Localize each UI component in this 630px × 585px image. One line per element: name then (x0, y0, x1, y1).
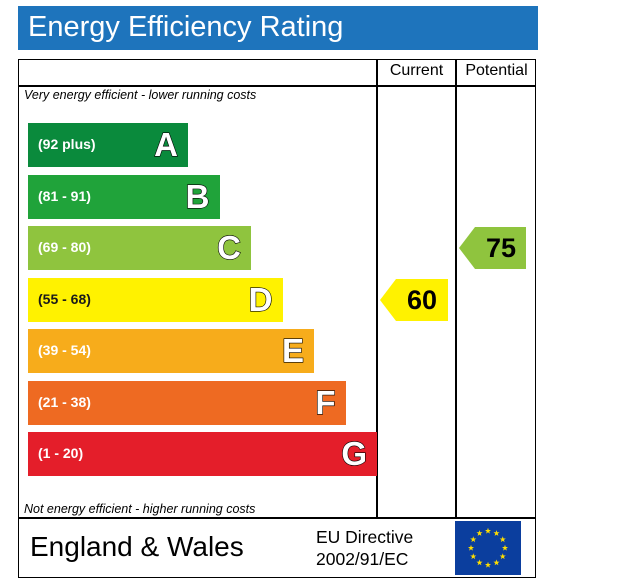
band-letter: C (217, 228, 242, 266)
header-divider (18, 85, 536, 87)
star-icon (467, 544, 475, 551)
band-b: (81 - 91) B (28, 174, 220, 219)
band-g: (1 - 20) G (28, 432, 377, 476)
potential-column-header: Potential (465, 62, 528, 79)
potential-rating-value: 75 (485, 233, 517, 263)
footer-directive: EU Directive 2002/91/EC (316, 526, 413, 570)
footer-divider (18, 517, 536, 519)
band-range: (21 - 38) (38, 393, 91, 410)
divider-current (376, 59, 378, 518)
top-note: Very energy efficient - lower running co… (24, 88, 257, 102)
current-arrow-shape (380, 278, 448, 321)
band-e: (39 - 54) E (28, 329, 314, 373)
band-range: (81 - 91) (38, 187, 91, 204)
star-icon (493, 530, 500, 536)
band-letter: A (154, 125, 179, 163)
page-title: Energy Efficiency Rating (28, 11, 344, 43)
band-range: (55 - 68) (38, 290, 91, 307)
band-letter: D (248, 280, 273, 318)
footer-region: England & Wales (30, 531, 244, 562)
star-icon (476, 559, 483, 566)
divider-potential (455, 59, 457, 518)
band-a: (92 plus) A (28, 123, 188, 167)
star-icon (484, 561, 492, 568)
eu-flag-icon (455, 521, 521, 575)
potential-rating-arrow: 75 (459, 227, 526, 269)
directive-line-1: EU Directive (316, 527, 414, 547)
band-range: (39 - 54) (38, 342, 91, 358)
directive-line-2: 2002/91/EC (316, 549, 409, 569)
rating-table (18, 59, 536, 578)
band-letter: F (315, 383, 336, 421)
band-letter: B (185, 177, 210, 215)
star-icon (470, 536, 477, 543)
current-rating-arrow: 60 (380, 278, 448, 321)
band-letter: G (341, 434, 368, 472)
band-range: (1 - 20) (38, 445, 84, 461)
band-d: (55 - 68) D (28, 277, 283, 322)
star-icon (499, 553, 506, 560)
eu-stars (467, 527, 509, 568)
star-icon (493, 559, 500, 566)
star-icon (499, 536, 506, 543)
potential-arrow-shape (459, 227, 526, 269)
band-f: (21 - 38) F (28, 380, 346, 425)
star-icon (476, 530, 483, 536)
star-icon (501, 544, 509, 551)
band-range: (69 - 80) (38, 239, 91, 255)
band-range: (92 plus) (38, 136, 96, 152)
title-bar: Energy Efficiency Rating (18, 6, 538, 50)
star-icon (484, 527, 492, 534)
star-icon (470, 553, 477, 560)
current-column-header: Current (389, 62, 444, 79)
current-rating-value: 60 (406, 284, 438, 315)
band-letter: E (281, 331, 304, 369)
bottom-note: Not energy efficient - higher running co… (24, 502, 256, 516)
band-c: (69 - 80) C (28, 226, 251, 270)
